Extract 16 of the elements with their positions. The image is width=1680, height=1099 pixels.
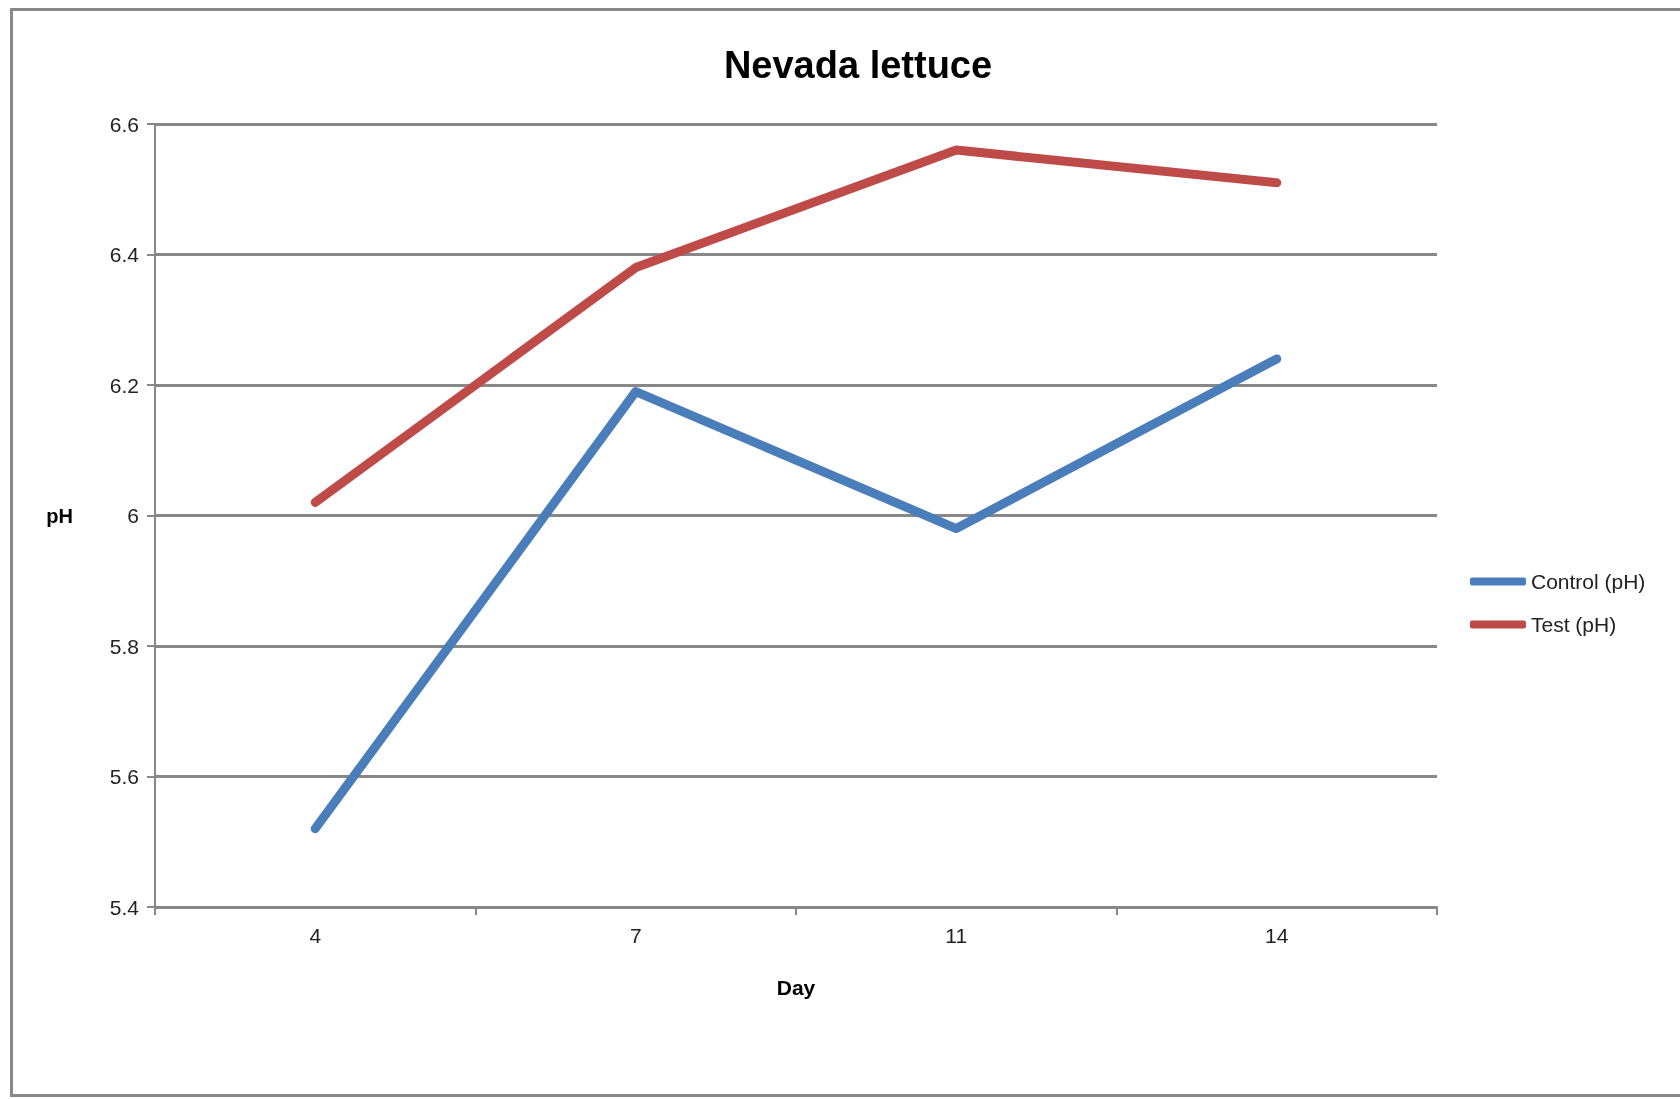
y-tick-label: 6.6	[109, 112, 139, 136]
x-tick-label: 4	[309, 924, 322, 947]
y-tick-label: 5.6	[109, 765, 139, 788]
legend-label: Control (pH)	[1531, 570, 1646, 593]
y-tick-label: 5.8	[109, 634, 139, 658]
y-tick-label: 5.4	[109, 895, 140, 919]
y-axis-title: pH	[46, 504, 73, 527]
x-tick-label: 14	[1265, 924, 1289, 947]
x-axis-title: Day	[776, 976, 816, 999]
x-tick-label: 7	[629, 924, 642, 947]
x-tick-label: 11	[945, 924, 968, 947]
y-tick-label: 6.2	[109, 373, 139, 397]
y-tick-label: 6.4	[109, 243, 140, 266]
y-tick-label: 6	[127, 504, 139, 527]
chart-title: Nevada lettuce	[723, 44, 993, 86]
legend-label: Test (pH)	[1531, 613, 1617, 636]
